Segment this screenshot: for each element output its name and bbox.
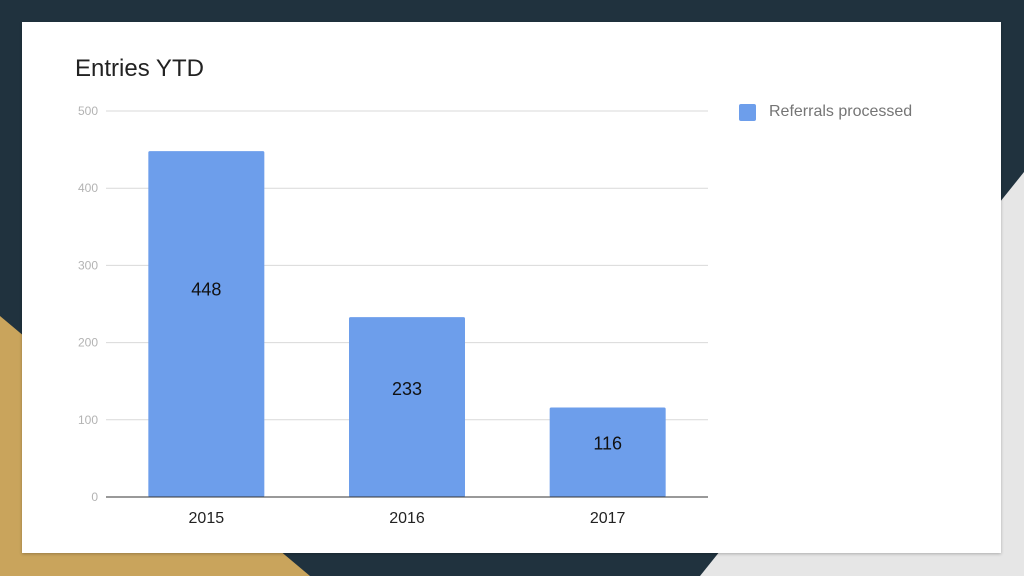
bar-chart: 0 100 200 300 400 500 448 233 116 2015 2016 2017: [78, 104, 708, 527]
legend: Referrals processed: [739, 103, 912, 121]
x-tick-label: 2017: [590, 510, 626, 527]
y-tick-label: 500: [78, 104, 98, 118]
y-tick-label: 300: [78, 258, 98, 272]
x-tick-label: 2016: [389, 510, 425, 527]
y-axis-tick-labels: 0 100 200 300 400 500: [78, 104, 98, 504]
chart-card: Entries YTD 0 100 200 300 400 500 448 233 116 2…: [22, 22, 1001, 553]
data-label: 116: [593, 433, 622, 453]
bar-2015: [148, 151, 265, 498]
y-tick-label: 0: [91, 490, 98, 504]
data-label: 448: [191, 279, 221, 299]
y-tick-label: 200: [78, 336, 98, 350]
chart-title: Entries YTD: [75, 55, 204, 82]
bar-2017: [549, 407, 666, 497]
x-axis-tick-labels: 2015 2016 2017: [189, 510, 626, 527]
x-tick-label: 2015: [189, 510, 225, 527]
y-tick-label: 100: [78, 413, 98, 427]
bar-2016: [349, 317, 465, 497]
legend-swatch: [739, 103, 756, 121]
bars: [148, 151, 666, 498]
y-tick-label: 400: [78, 181, 98, 195]
data-label: 233: [392, 379, 422, 399]
data-labels: 448 233 116: [191, 279, 622, 453]
legend-label: Referrals processed: [769, 103, 913, 120]
